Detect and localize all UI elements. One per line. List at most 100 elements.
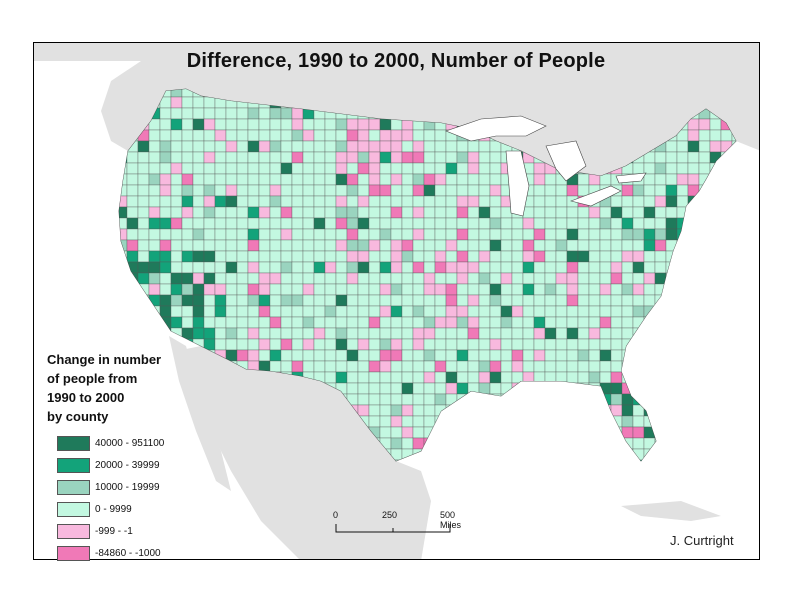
county-cell bbox=[555, 305, 568, 318]
county-cell bbox=[119, 217, 128, 230]
county-cell bbox=[511, 349, 524, 362]
legend-label: 40000 - 951100 bbox=[95, 438, 165, 449]
county-cell bbox=[119, 272, 128, 285]
county-cell bbox=[665, 316, 678, 329]
county-cell bbox=[467, 305, 480, 318]
county-cell bbox=[654, 173, 667, 186]
county-cell bbox=[368, 239, 381, 252]
county-cell bbox=[654, 349, 667, 362]
county-cell bbox=[720, 349, 733, 362]
county-cell bbox=[610, 349, 623, 362]
county-cell bbox=[456, 195, 469, 208]
county-cell bbox=[434, 426, 447, 439]
county-cell bbox=[258, 349, 271, 362]
county-cell bbox=[324, 151, 337, 164]
county-cell bbox=[731, 283, 736, 296]
county-cell bbox=[610, 360, 623, 373]
county-cell bbox=[544, 228, 557, 241]
county-cell bbox=[357, 338, 370, 351]
county-cell bbox=[390, 316, 403, 329]
county-cell bbox=[731, 239, 736, 252]
county-cell bbox=[478, 404, 491, 417]
county-cell bbox=[423, 437, 436, 450]
county-cell bbox=[720, 184, 733, 197]
county-cell bbox=[247, 261, 260, 274]
county-cell bbox=[302, 316, 315, 329]
county-cell bbox=[445, 206, 458, 219]
county-cell bbox=[357, 118, 370, 131]
county-cell bbox=[379, 140, 392, 153]
county-cell bbox=[720, 327, 733, 340]
county-cell bbox=[401, 316, 414, 329]
county-cell bbox=[236, 217, 249, 230]
county-cell bbox=[137, 206, 150, 219]
county-cell bbox=[159, 228, 172, 241]
county-cell bbox=[500, 360, 513, 373]
county-cell bbox=[324, 173, 337, 186]
county-cell bbox=[566, 426, 579, 439]
county-cell bbox=[632, 250, 645, 263]
county-cell bbox=[456, 173, 469, 186]
county-cell bbox=[346, 382, 359, 395]
county-cell bbox=[214, 217, 227, 230]
county-cell bbox=[302, 118, 315, 131]
county-cell bbox=[588, 250, 601, 263]
county-cell bbox=[357, 349, 370, 362]
county-cell bbox=[291, 338, 304, 351]
county-cell bbox=[665, 382, 678, 395]
county-cell bbox=[214, 206, 227, 219]
county-cell bbox=[137, 217, 150, 230]
county-cell bbox=[203, 96, 216, 109]
county-cell bbox=[500, 228, 513, 241]
county-cell bbox=[214, 338, 227, 351]
county-cell bbox=[368, 393, 381, 406]
county-cell bbox=[159, 250, 172, 263]
county-cell bbox=[313, 140, 326, 153]
county-cell bbox=[555, 437, 568, 450]
county-cell bbox=[522, 217, 535, 230]
county-cell bbox=[522, 239, 535, 252]
county-cell bbox=[313, 118, 326, 131]
county-cell bbox=[258, 283, 271, 296]
county-cell bbox=[665, 272, 678, 285]
county-cell bbox=[698, 459, 711, 461]
county-cell bbox=[258, 272, 271, 285]
county-cell bbox=[258, 173, 271, 186]
county-cell bbox=[346, 349, 359, 362]
county-cell bbox=[610, 195, 623, 208]
county-cell bbox=[170, 217, 183, 230]
county-cell bbox=[258, 294, 271, 307]
county-cell bbox=[401, 382, 414, 395]
county-cell bbox=[544, 173, 557, 186]
county-cell bbox=[456, 151, 469, 164]
county-cell bbox=[599, 404, 612, 417]
county-cell bbox=[489, 162, 502, 175]
county-cell bbox=[181, 294, 194, 307]
scale-tick-label: 250 bbox=[382, 510, 398, 520]
county-cell bbox=[588, 371, 601, 384]
county-cell bbox=[456, 349, 469, 362]
county-cell bbox=[379, 195, 392, 208]
county-cell bbox=[687, 448, 700, 461]
county-cell bbox=[390, 415, 403, 428]
county-cell bbox=[170, 316, 183, 329]
county-cell bbox=[544, 250, 557, 263]
county-cell bbox=[335, 261, 348, 274]
county-cell bbox=[632, 195, 645, 208]
county-cell bbox=[676, 459, 689, 461]
county-cell bbox=[500, 426, 513, 439]
county-cell bbox=[621, 459, 634, 461]
county-cell bbox=[632, 184, 645, 197]
county-cell bbox=[313, 349, 326, 362]
county-cell bbox=[687, 349, 700, 362]
county-cell bbox=[588, 261, 601, 274]
county-cell bbox=[610, 316, 623, 329]
county-cell bbox=[335, 140, 348, 153]
county-cell bbox=[643, 448, 656, 461]
county-cell bbox=[709, 239, 722, 252]
county-cell bbox=[643, 195, 656, 208]
legend-title-line: of people from bbox=[47, 371, 138, 386]
county-cell bbox=[126, 327, 139, 340]
county-cell bbox=[335, 195, 348, 208]
county-cell bbox=[126, 305, 139, 318]
